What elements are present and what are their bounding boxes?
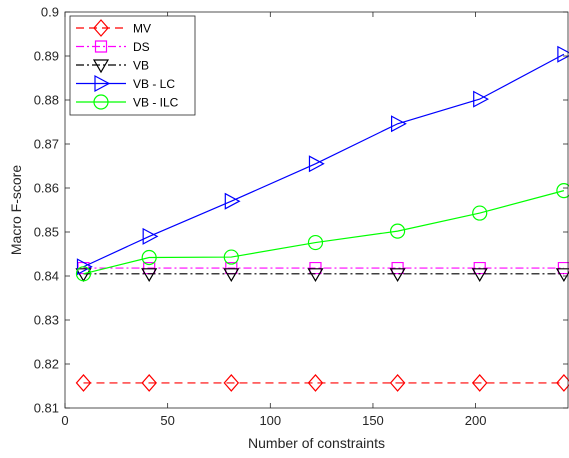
series-line: [83, 53, 565, 268]
series-layer: [75, 45, 569, 392]
data-point: [223, 249, 239, 265]
data-point: [75, 374, 92, 392]
data-point: [225, 261, 238, 275]
legend-entry: VB: [76, 58, 149, 74]
legend-entry: VB - ILC: [76, 94, 179, 110]
series-vb-ilc: [75, 183, 569, 282]
data-point: [471, 268, 488, 282]
data-point: [76, 258, 93, 276]
legend-entry: MV: [76, 19, 151, 37]
y-tick-label: 0.81: [34, 401, 59, 416]
y-tick-label: 0.83: [34, 313, 59, 328]
data-point: [75, 268, 92, 282]
legend-label: VB - ILC: [133, 95, 179, 109]
ticks-layer: 0 50 100 150 200 0.81 0.82 0.83 0.84 0.85 0.86 0.87…: [34, 5, 568, 428]
plot-frame: [64, 11, 569, 409]
data-point: [473, 90, 489, 108]
legend-label: DS: [133, 40, 150, 54]
data-point: [390, 115, 407, 133]
data-point: [141, 249, 157, 266]
legend-marker: [92, 59, 110, 74]
legend-marker: [94, 40, 108, 53]
data-point: [141, 374, 157, 392]
legend-marker: [93, 94, 109, 110]
data-point: [389, 268, 406, 282]
data-point: [389, 374, 406, 392]
data-point: [472, 205, 488, 221]
series-line: [83, 190, 565, 275]
data-point: [307, 234, 324, 251]
legend-marker: [94, 74, 111, 93]
data-point: [307, 374, 324, 392]
y-tick-label: 0.85: [34, 225, 59, 240]
data-point: [224, 192, 241, 210]
data-point: [223, 268, 240, 282]
x-tick-label: 50: [160, 413, 174, 428]
series-vb-lc: [76, 45, 569, 276]
y-tick-label: 0.9: [41, 5, 59, 20]
data-point: [142, 227, 159, 245]
x-tick-label: 0: [61, 413, 68, 428]
y-tick-label: 0.82: [34, 357, 59, 372]
data-point: [75, 266, 92, 282]
x-tick-label: 150: [362, 413, 384, 428]
x-tick-label: 100: [259, 413, 281, 428]
y-tick-label: 0.89: [34, 49, 59, 64]
data-point: [223, 374, 240, 392]
data-point: [471, 374, 488, 392]
data-point: [308, 155, 325, 173]
legend-marker: [93, 19, 109, 37]
series-vb: [75, 268, 569, 282]
data-point: [141, 268, 158, 282]
data-point: [309, 261, 322, 275]
legend: MV DS VB VB - LC VB - ILC: [69, 15, 196, 116]
y-tick-label: 0.86: [34, 181, 59, 196]
legend-label: VB - LC: [133, 77, 175, 91]
data-point: [389, 223, 406, 239]
y-tick-label: 0.84: [34, 269, 59, 284]
legend-entry: DS: [76, 40, 150, 54]
data-point: [556, 183, 569, 199]
legend-entry: VB - LC: [76, 74, 175, 93]
data-point: [557, 45, 569, 63]
data-point: [557, 261, 569, 275]
x-axis-title: Number of constraints: [248, 435, 385, 451]
x-tick-label: 200: [465, 413, 487, 428]
data-point: [391, 261, 404, 275]
legend-label: MV: [133, 21, 151, 35]
legend-label: VB: [133, 58, 149, 72]
y-tick-label: 0.87: [34, 137, 59, 152]
data-point: [555, 268, 569, 282]
y-axis-title: Macro F-score: [8, 165, 24, 255]
data-point: [307, 268, 324, 282]
y-tick-label: 0.88: [34, 93, 59, 108]
legend-box: [69, 15, 196, 116]
